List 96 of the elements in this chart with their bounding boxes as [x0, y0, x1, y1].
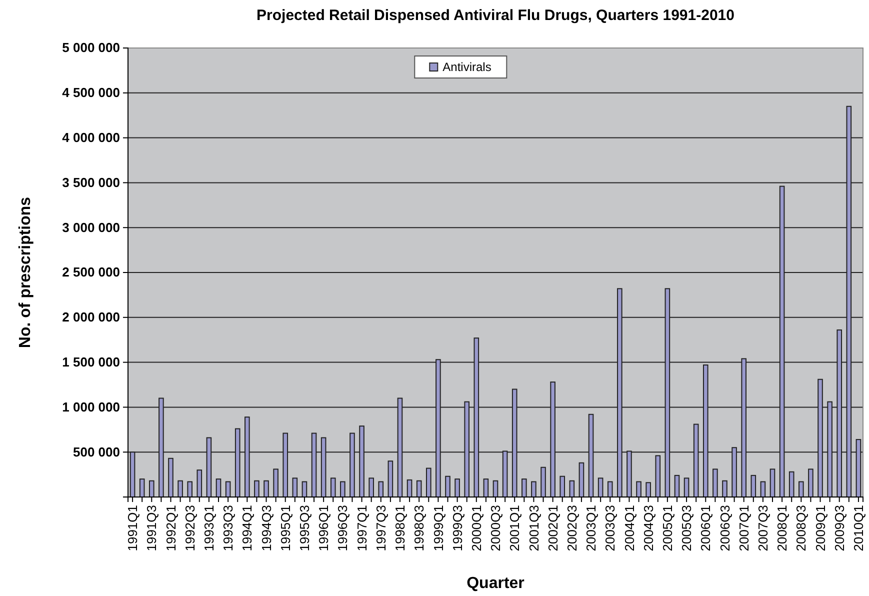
y-tick-label: 1 000 000: [62, 399, 120, 414]
y-axis-title: No. of prescriptions: [17, 196, 34, 348]
bar: [254, 480, 260, 498]
bar: [148, 480, 154, 498]
bar: [368, 478, 374, 498]
x-tick-label: 2004Q3: [640, 505, 656, 552]
bar: [798, 481, 804, 498]
bar: [636, 481, 642, 498]
x-tick-label: 1993Q1: [202, 505, 216, 552]
x-tick-label: 1998Q1: [392, 505, 408, 552]
y-tick-label: 3 500 000: [62, 174, 120, 190]
bar: [139, 478, 145, 498]
chart-title: Projected Retail Dispensed Antiviral Flu Drugs, Quarters 1991-2010: [256, 7, 734, 24]
bar: [684, 478, 690, 498]
bar: [378, 481, 384, 498]
y-tick-label: 4 000 000: [62, 130, 120, 145]
y-tick-label: 3 000 000: [62, 220, 120, 235]
bar: [674, 474, 680, 498]
bar: [483, 478, 489, 498]
bar: [788, 471, 794, 498]
x-tick-label: 2000Q3: [488, 505, 504, 552]
x-tick-label: 1992Q3: [182, 505, 198, 552]
bar: [750, 474, 756, 498]
x-tick-label: 2003Q3: [602, 505, 618, 552]
x-tick-label: 1995Q3: [297, 505, 312, 552]
x-tick-label: 2002Q3: [564, 505, 580, 552]
bar: [187, 481, 192, 498]
x-axis-title: Quarter: [466, 575, 524, 592]
x-tick-label: 2001Q3: [526, 505, 542, 552]
x-tick-label: 2009Q3: [832, 505, 847, 552]
x-tick-label: 1995Q1: [278, 505, 293, 552]
bar: [302, 481, 308, 498]
x-tick-label: 1994Q1: [240, 505, 255, 552]
x-tick-label: 2008Q1: [774, 505, 790, 552]
bar: [330, 478, 336, 498]
x-tick-label: 1991Q1: [125, 505, 140, 552]
bar: [340, 481, 346, 498]
x-tick-label: 1997Q1: [354, 505, 370, 552]
bar: [454, 478, 460, 498]
bar: [607, 481, 613, 498]
x-tick-label: 2004Q1: [622, 505, 637, 552]
x-tick-label: 2000Q1: [468, 505, 484, 552]
bar: [598, 478, 604, 498]
x-tick-label: 1996Q3: [335, 505, 350, 552]
bar: [178, 480, 183, 498]
bar: [722, 480, 728, 498]
x-tick-label: 2007Q3: [755, 505, 770, 552]
x-tick-label: 2006Q3: [717, 505, 732, 552]
y-tick-label: 5 000 000: [62, 40, 120, 56]
x-tick-label: 2002Q1: [545, 505, 560, 552]
bar: [292, 478, 298, 498]
bar: [531, 481, 536, 498]
bar: [225, 481, 231, 498]
x-tick-label: 1993Q3: [220, 505, 236, 552]
legend-label: Antivirals: [442, 60, 492, 74]
x-tick-label: 2007Q1: [736, 505, 752, 552]
x-tick-label: 1991Q3: [144, 505, 160, 552]
bar: [655, 455, 661, 498]
bar: [168, 458, 174, 498]
bar: [406, 479, 412, 498]
bar: [808, 468, 814, 498]
bar: [426, 468, 432, 498]
bar: [712, 468, 718, 498]
x-tick-label: 1994Q3: [258, 505, 274, 552]
bar: [770, 468, 776, 498]
bar: [760, 481, 766, 498]
x-tick-label: 2010Q1: [851, 505, 866, 552]
x-tick-label: 1996Q1: [316, 505, 332, 552]
x-tick-label: 2003Q1: [584, 505, 599, 552]
x-tick-label: 1992Q1: [163, 505, 178, 552]
bar: [560, 476, 566, 498]
x-tick-label: 1997Q3: [373, 505, 388, 552]
bar: [445, 476, 450, 498]
bar: [646, 482, 651, 498]
y-tick-label: 2 000 000: [62, 310, 120, 325]
x-tick-label: 2005Q1: [660, 505, 675, 552]
bar: [522, 478, 527, 498]
bar: [264, 480, 269, 498]
bar: [540, 466, 546, 498]
bar: [216, 478, 222, 498]
x-tick-label: 1998Q3: [412, 505, 427, 552]
x-tick-label: 1999Q1: [430, 505, 446, 552]
x-tick-label: 2005Q3: [679, 505, 694, 552]
y-tick-label: 500 000: [73, 444, 120, 460]
bar: [196, 470, 202, 498]
y-tick-label: 1 500 000: [62, 354, 120, 370]
y-tick-label: 4 500 000: [62, 85, 120, 100]
x-tick-label: 2009Q1: [812, 505, 828, 552]
x-tick-label: 2006Q1: [698, 505, 714, 552]
bar: [578, 462, 584, 498]
x-tick-label: 2001Q1: [507, 505, 522, 552]
x-tick-label: 2008Q3: [794, 505, 809, 552]
bar: [273, 468, 278, 498]
x-tick-label: 1999Q3: [450, 505, 465, 552]
bar: [388, 460, 394, 498]
y-tick-label: 2 500 000: [62, 264, 120, 280]
